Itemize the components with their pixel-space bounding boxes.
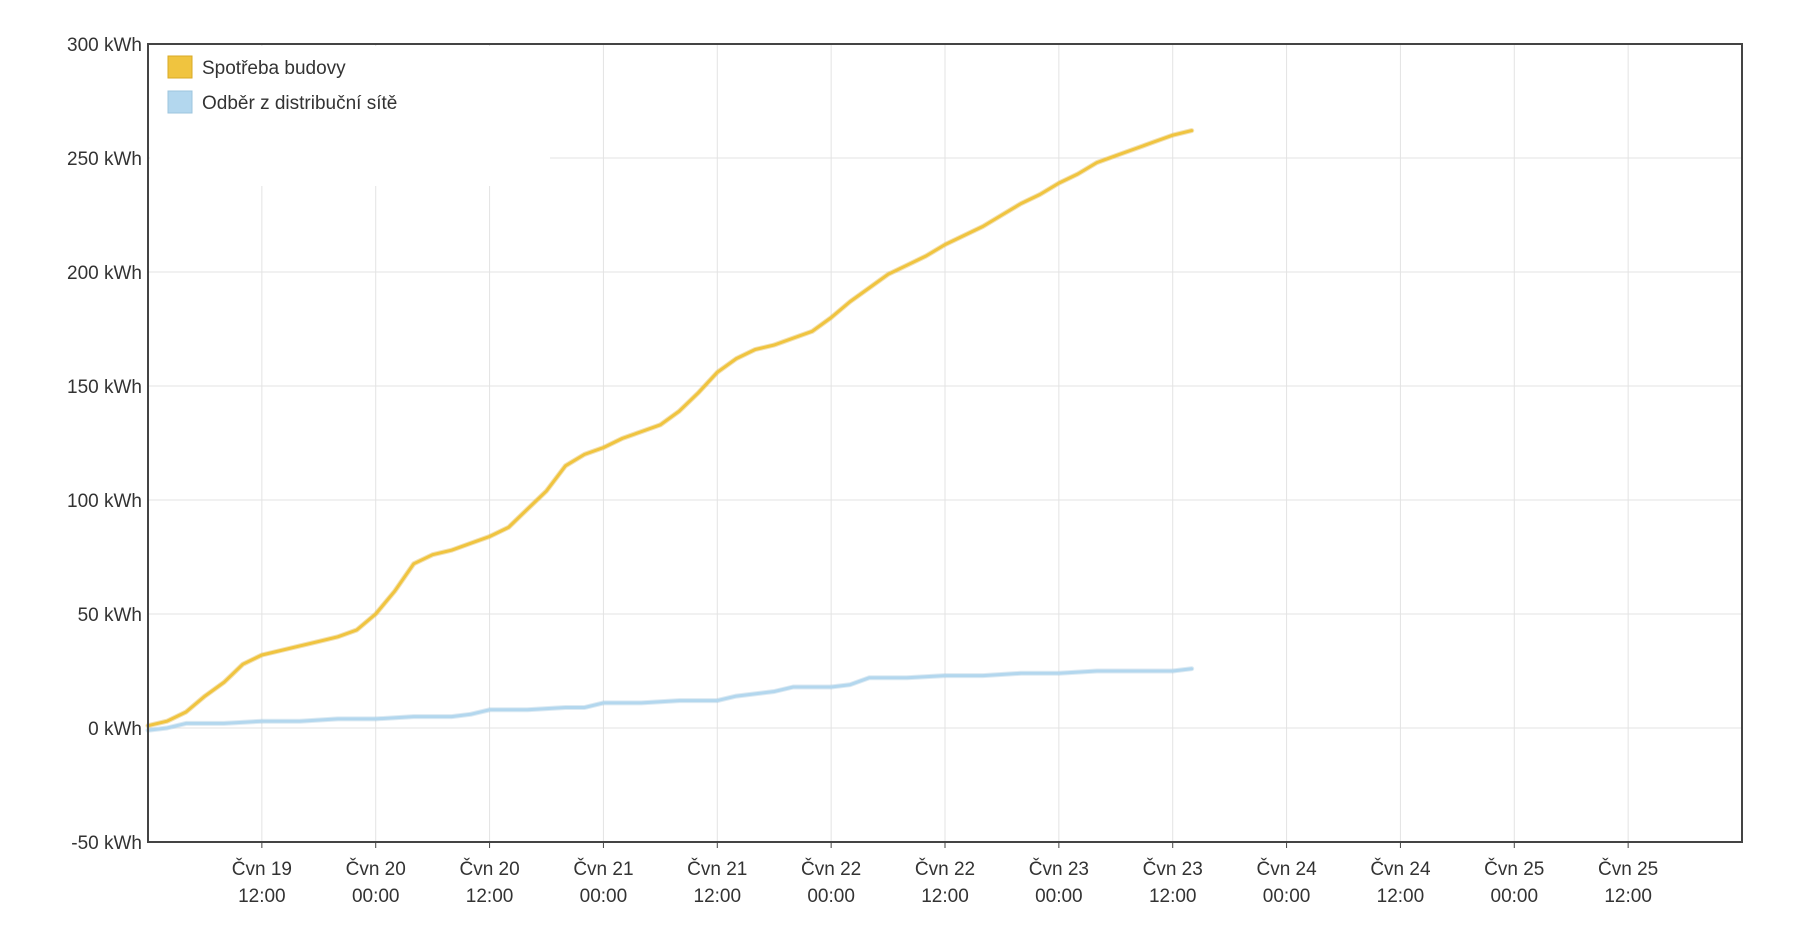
x-axis-ticks: Čvn 19 12:00 Čvn 20 00:00 Čvn 20 12:00 Čvn 21 0… <box>232 842 1658 907</box>
series-lines <box>145 128 1195 733</box>
y-tick-label: 100 kWh <box>67 491 142 512</box>
series-line-2 <box>146 667 1194 732</box>
x-tick-label-date: Čvn 20 <box>346 858 406 880</box>
x-tick-label-date: Čvn 25 <box>1598 858 1658 880</box>
x-tick-label-time: 00:00 <box>1491 886 1539 907</box>
y-tick-label: 250 kWh <box>67 149 142 170</box>
series-line-1 <box>146 129 1194 728</box>
y-axis-ticks: -50 kWh 0 kWh 50 kWh 100 kWh 150 kWh 200 kWh 2… <box>67 35 142 854</box>
x-tick-label-time: 12:00 <box>921 886 969 907</box>
legend: Spotřeba budovy Odběr z distribuční sítě <box>150 46 550 186</box>
y-tick-label: -50 kWh <box>71 833 142 854</box>
x-tick-label-date: Čvn 21 <box>687 858 747 880</box>
x-tick-label-date: Čvn 22 <box>801 858 861 880</box>
legend-label: Odběr z distribuční sítě <box>202 93 397 114</box>
x-tick-label-date: Čvn 19 <box>232 858 292 880</box>
x-tick-label-time: 00:00 <box>352 886 400 907</box>
legend-swatch <box>167 90 193 114</box>
x-tick-label-time: 12:00 <box>694 886 742 907</box>
x-tick-label-date: Čvn 24 <box>1370 858 1431 880</box>
x-tick-label-time: 12:00 <box>1604 886 1652 907</box>
x-tick-label-time: 12:00 <box>238 886 286 907</box>
x-tick-label-time: 00:00 <box>580 886 628 907</box>
x-tick-label-time: 12:00 <box>466 886 514 907</box>
x-tick-label-time: 12:00 <box>1149 886 1197 907</box>
x-tick-label-time: 12:00 <box>1377 886 1425 907</box>
x-tick-label-date: Čvn 21 <box>573 858 633 880</box>
x-tick-label-date: Čvn 23 <box>1029 858 1089 880</box>
x-tick-label-date: Čvn 22 <box>915 858 975 880</box>
x-tick-label-date: Čvn 20 <box>459 858 519 880</box>
x-tick-label-time: 00:00 <box>807 886 855 907</box>
y-tick-label: 200 kWh <box>67 263 142 284</box>
y-tick-label: 50 kWh <box>78 605 142 626</box>
x-tick-label-date: Čvn 24 <box>1256 858 1317 880</box>
y-tick-label: 300 kWh <box>67 35 142 56</box>
legend-swatch <box>167 55 193 79</box>
y-tick-label: 150 kWh <box>67 377 142 398</box>
y-tick-label: 0 kWh <box>88 719 142 740</box>
legend-label: Spotřeba budovy <box>202 58 346 79</box>
x-tick-label-time: 00:00 <box>1263 886 1311 907</box>
x-tick-label-date: Čvn 23 <box>1143 858 1203 880</box>
x-tick-label-time: 00:00 <box>1035 886 1083 907</box>
legend-background <box>150 46 550 186</box>
x-tick-label-date: Čvn 25 <box>1484 858 1544 880</box>
